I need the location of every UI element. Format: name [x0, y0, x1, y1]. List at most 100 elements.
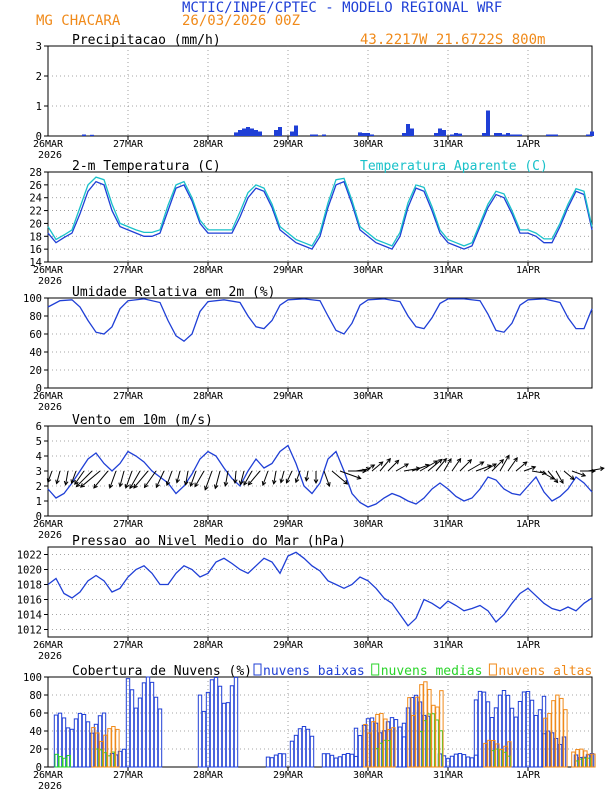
cloud-bar-2 — [495, 743, 500, 768]
wind-arrow-head — [272, 479, 277, 485]
precip-bar — [410, 128, 414, 136]
cloud-bar-2 — [551, 700, 556, 768]
cloud-bar-0 — [125, 678, 131, 768]
wind-arrow — [176, 470, 181, 483]
precip-bar — [358, 132, 362, 136]
cloud-legend-label: nuvens medias — [381, 664, 483, 679]
cloud-bar-0 — [509, 707, 515, 768]
humidity-ytick-label: 60 — [29, 329, 42, 341]
precip-bar — [550, 134, 554, 136]
precip-bar — [442, 130, 446, 136]
coords-label: 43.2217W 21.6722S 800m — [360, 32, 546, 48]
wind-arrow — [443, 458, 452, 472]
wind-arrow — [491, 459, 504, 472]
precip-bar — [438, 128, 442, 136]
cloud-bar-2 — [383, 718, 388, 768]
humidity-xtick-start: 26MAR — [33, 391, 64, 402]
cloud-bar-2 — [375, 713, 380, 768]
cloud-bar-2 — [547, 712, 552, 768]
wind-arrow — [166, 470, 173, 486]
cloud-bar-2 — [575, 749, 580, 768]
wind-arrow — [144, 470, 157, 488]
precip-bar — [274, 130, 278, 136]
humidity-xtick-label: 30MAR — [353, 391, 384, 402]
cloud-bar-0 — [269, 757, 275, 768]
cloud-bar-2 — [563, 709, 568, 768]
temperature-title: 2-m Temperatura (C) — [72, 159, 221, 174]
cloud-bar-2 — [419, 684, 424, 768]
cloud-bar-0 — [129, 689, 135, 768]
cloud-bar-2 — [99, 740, 104, 768]
wind-arrow — [515, 461, 528, 472]
wind-arrow — [93, 470, 109, 489]
wind-arrow — [387, 460, 399, 472]
wind-arrow-head — [189, 482, 194, 487]
precip-bar — [590, 131, 594, 136]
wind-ytick-label: 6 — [36, 421, 42, 433]
cloud-bar-0 — [465, 756, 471, 768]
precip-bar — [362, 133, 366, 136]
cloud-bar-2 — [103, 734, 108, 768]
cloud-bar-0 — [157, 708, 163, 768]
precip-ytick-label: 0 — [36, 131, 42, 143]
wind-arrow — [539, 470, 555, 480]
wind-arrow-head — [118, 482, 123, 488]
precip-ytick-label: 1 — [36, 101, 42, 113]
precip-bar — [242, 128, 246, 136]
wind-arrow-head — [213, 484, 219, 490]
wind-xtick-label: 29MAR — [273, 519, 304, 530]
cloud-bar-2 — [423, 681, 428, 768]
cloud-bar-0 — [73, 718, 79, 768]
clouds-xtick-label: 30MAR — [353, 770, 384, 781]
wind-arrow — [587, 467, 604, 472]
cloud-bar-0 — [309, 735, 315, 768]
temperature-xtick-label: 27MAR — [113, 265, 144, 276]
wind-arrow — [483, 463, 497, 472]
wind-arrow-head — [133, 483, 138, 489]
cloud-bar-2 — [387, 728, 392, 768]
cloud-bar-2 — [431, 704, 436, 768]
cloud-bar-0 — [321, 753, 327, 768]
wind-arrow-head — [513, 457, 518, 462]
wind-arrow-head — [343, 479, 349, 485]
wind-arrow-head — [467, 458, 473, 464]
wind-xtick-label: 27MAR — [113, 519, 144, 530]
wind-arrow — [295, 470, 301, 483]
precip-bar — [238, 130, 242, 136]
wind-arrow — [305, 470, 309, 481]
cloud-legend-box — [488, 663, 497, 676]
wind-arrow-head — [155, 483, 160, 489]
wind-arrow-head — [356, 475, 362, 480]
wind-xtick-start: 26MAR — [33, 519, 64, 530]
precip-xtick-label: 29MAR — [273, 139, 304, 150]
cloud-bar-0 — [445, 758, 451, 768]
precip-bar — [246, 127, 250, 136]
wind-arrow — [555, 470, 564, 484]
wind-arrow-head — [243, 480, 248, 486]
wind-arrow-head — [442, 457, 447, 463]
precip-bar — [494, 133, 498, 136]
cloud-bar-2 — [487, 739, 492, 768]
cloud-bar-0 — [197, 694, 203, 768]
precip-ytick-label: 2 — [36, 71, 42, 83]
temperature-xtick-label: 30MAR — [353, 265, 384, 276]
humidity-xtick-label: 29MAR — [273, 391, 304, 402]
wind-arrow-head — [492, 463, 498, 468]
location-label: MG CHACARA — [36, 13, 121, 29]
wind-arrow — [475, 465, 492, 472]
cloud-bar-1 — [62, 757, 67, 768]
wind-arrow-head — [553, 478, 559, 484]
cloud-bar-2 — [571, 751, 576, 768]
cloud-bar-0 — [77, 712, 83, 768]
humidity-xtick-label: 27MAR — [113, 391, 144, 402]
pressure-xtick-start: 26MAR — [33, 640, 64, 651]
clouds-xtick-start: 26MAR — [33, 770, 64, 781]
humidity-ytick-label: 40 — [29, 347, 42, 359]
cloud-bar-1 — [58, 756, 63, 768]
cloud-bar-0 — [529, 699, 535, 768]
cloud-legend-label: nuvens altas — [498, 664, 592, 679]
pressure-xtick-label: 31MAR — [433, 640, 464, 651]
pressure-xtick-label: 28MAR — [193, 640, 224, 651]
precip-bar — [454, 133, 458, 136]
cloud-bar-1 — [66, 754, 71, 768]
